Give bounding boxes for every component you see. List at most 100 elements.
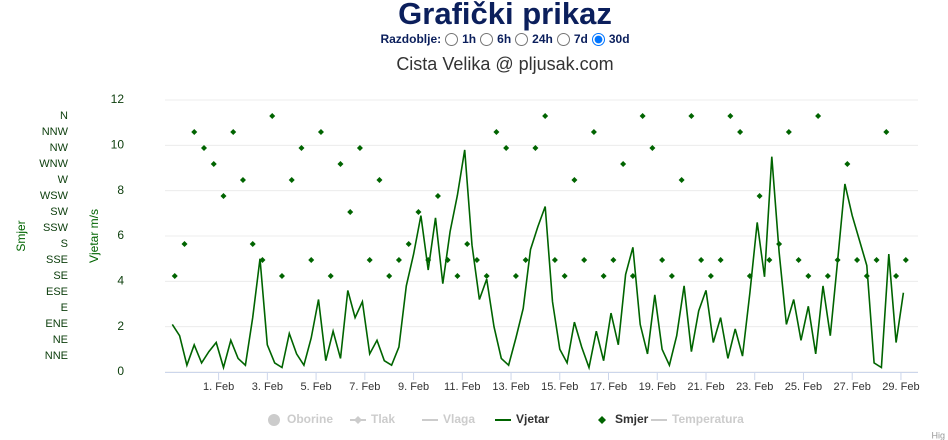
direction-point xyxy=(512,273,519,279)
direction-point xyxy=(785,129,792,135)
y2-tick-label: SSE xyxy=(46,254,68,266)
direction-point xyxy=(698,257,705,263)
period-radio[interactable] xyxy=(480,33,494,47)
direction-point xyxy=(395,257,402,263)
legend-label[interactable]: Vjetar xyxy=(516,412,550,426)
direction-point xyxy=(200,145,207,151)
direction-point xyxy=(298,145,305,151)
period-option[interactable]: 30d xyxy=(608,32,630,46)
direction-point xyxy=(863,273,870,279)
y-tick-label: 6 xyxy=(117,228,124,242)
y2-tick-label: WNW xyxy=(39,158,68,170)
direction-point xyxy=(649,145,656,151)
direction-point xyxy=(181,241,188,247)
direction-point xyxy=(347,209,354,215)
direction-point xyxy=(337,161,344,167)
direction-point xyxy=(815,113,822,119)
x-tick-label: 9. Feb xyxy=(398,381,429,393)
direction-point xyxy=(220,193,227,199)
x-tick-label: 17. Feb xyxy=(590,381,627,393)
direction-point xyxy=(239,177,246,183)
direction-point xyxy=(590,129,597,135)
direction-point xyxy=(659,257,666,263)
direction-point xyxy=(503,145,510,151)
direction-point xyxy=(776,241,783,247)
y2-axis-title: Smjer xyxy=(14,220,28,251)
y2-tick-label: W xyxy=(58,174,69,186)
legend-symbol xyxy=(354,416,362,424)
direction-point xyxy=(493,129,500,135)
direction-point xyxy=(893,273,900,279)
period-option[interactable]: 1h xyxy=(462,32,477,46)
period-option[interactable]: 6h xyxy=(497,32,512,46)
period-option[interactable]: 24h xyxy=(532,32,553,46)
y2-tick-label: E xyxy=(61,302,68,314)
direction-point xyxy=(688,113,695,119)
direction-point xyxy=(766,257,773,263)
period-radio[interactable] xyxy=(445,33,459,47)
direction-point xyxy=(327,273,334,279)
legend-label[interactable]: Tlak xyxy=(371,412,395,426)
direction-point xyxy=(464,241,471,247)
direction-point xyxy=(532,145,539,151)
wind-line xyxy=(171,149,905,371)
page-title: Grafički prikaz xyxy=(398,0,612,31)
legend-label[interactable]: Smjer xyxy=(615,412,649,426)
y2-tick-label: ESE xyxy=(46,286,68,298)
direction-point xyxy=(737,129,744,135)
x-tick-label: 27. Feb xyxy=(834,381,871,393)
x-tick-label: 15. Feb xyxy=(541,381,578,393)
legend-label[interactable]: Temperatura xyxy=(672,412,744,426)
period-radio[interactable] xyxy=(515,33,529,47)
y2-tick-label: SSW xyxy=(43,222,69,234)
y-tick-label: 4 xyxy=(117,274,124,288)
direction-point xyxy=(386,273,393,279)
direction-point xyxy=(795,257,802,263)
period-option[interactable]: 7d xyxy=(573,32,588,46)
direction-point xyxy=(873,257,880,263)
legend-symbol xyxy=(598,416,606,424)
y2-tick-label: NNW xyxy=(42,126,69,138)
direction-point xyxy=(746,273,753,279)
direction-point xyxy=(639,113,646,119)
direction-point xyxy=(210,161,217,167)
x-tick-label: 19. Feb xyxy=(639,381,676,393)
x-tick-label: 29. Feb xyxy=(882,381,919,393)
direction-point xyxy=(171,273,178,279)
direction-point xyxy=(473,257,480,263)
x-tick-label: 23. Feb xyxy=(736,381,773,393)
direction-point xyxy=(824,273,831,279)
y-tick-label: 0 xyxy=(117,364,124,378)
legend-label[interactable]: Vlaga xyxy=(443,412,475,426)
period-radio[interactable] xyxy=(591,33,605,47)
direction-point xyxy=(425,257,432,263)
legend-label[interactable]: Oborine xyxy=(287,412,333,426)
direction-point xyxy=(678,177,685,183)
x-tick-label: 5. Feb xyxy=(300,381,331,393)
legend-symbol xyxy=(268,414,280,426)
direction-point xyxy=(454,273,461,279)
y2-tick-label: N xyxy=(60,110,68,122)
direction-point xyxy=(620,161,627,167)
y2-tick-label: NNE xyxy=(45,350,68,362)
direction-point xyxy=(230,129,237,135)
direction-point xyxy=(269,113,276,119)
y2-tick-label: WSW xyxy=(40,190,69,202)
direction-point xyxy=(405,241,412,247)
direction-point xyxy=(259,257,266,263)
direction-point xyxy=(902,257,909,263)
y2-tick-label: ENE xyxy=(45,318,68,330)
period-radio[interactable] xyxy=(556,33,570,47)
direction-point xyxy=(610,257,617,263)
x-tick-label: 11. Feb xyxy=(444,381,481,393)
direction-point xyxy=(571,177,578,183)
x-tick-label: 7. Feb xyxy=(349,381,380,393)
direction-point xyxy=(854,257,861,263)
direction-point xyxy=(717,257,724,263)
x-tick-label: 21. Feb xyxy=(687,381,724,393)
direction-point xyxy=(707,273,714,279)
direction-point xyxy=(278,273,285,279)
chart-subtitle: Cista Velika @ pljusak.com xyxy=(396,54,613,74)
y2-tick-label: NW xyxy=(50,142,69,154)
